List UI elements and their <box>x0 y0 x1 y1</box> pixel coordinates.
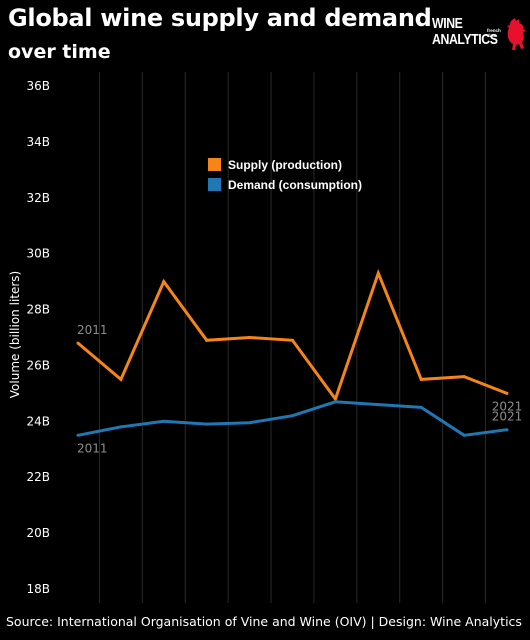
supply-data-point <box>119 377 123 381</box>
demand-data-point <box>462 433 466 437</box>
demand-data-point <box>333 400 337 404</box>
chart-title: Global wine supply and demand <box>8 4 432 32</box>
demand-data-point <box>119 425 123 429</box>
demand-data-point <box>376 403 380 407</box>
supply-data-point <box>376 271 380 275</box>
logo-tag: french data <box>487 28 501 38</box>
demand-legend-label: Demand (consumption) <box>228 178 362 192</box>
supply-data-point <box>462 375 466 379</box>
supply-data-point <box>419 377 423 381</box>
demand-data-point <box>419 405 423 409</box>
demand-data-point <box>76 433 80 437</box>
y-tick-label: 32B <box>26 191 50 205</box>
y-tick-label: 26B <box>26 358 50 372</box>
supply-data-point <box>505 391 509 395</box>
logo-text-wine: WINE <box>432 15 463 32</box>
y-tick-label: 34B <box>26 135 50 149</box>
y-tick-label: 28B <box>26 303 50 317</box>
y-axis-label: Volume (billion liters) <box>8 271 22 398</box>
wine-analytics-logo: WINE ANALYTICS french data <box>432 14 528 54</box>
supply-data-point <box>333 397 337 401</box>
demand-legend-swatch <box>208 178 221 191</box>
supply-data-point <box>205 338 209 342</box>
demand-data-point <box>248 421 252 425</box>
supply-legend-swatch <box>208 158 221 171</box>
year-annotation: 2021 <box>492 410 523 424</box>
demand-data-point <box>505 428 509 432</box>
supply-data-point <box>291 338 294 342</box>
logo-text-analytics: ANALYTICS <box>432 31 498 48</box>
supply-legend-label: Supply (production) <box>228 158 342 172</box>
source-note: Source: International Organisation of Vi… <box>6 614 522 629</box>
chart-subtitle: over time <box>8 41 111 63</box>
demand-data-point <box>162 419 166 423</box>
demand-data-point <box>205 422 209 426</box>
year-annotation: 2011 <box>77 323 108 337</box>
year-annotation: 2011 <box>77 441 108 455</box>
supply-data-point <box>162 280 166 284</box>
demand-data-point <box>291 414 294 418</box>
y-tick-label: 36B <box>26 79 50 93</box>
y-tick-label: 22B <box>26 470 50 484</box>
y-tick-label: 18B <box>26 582 50 596</box>
y-tick-label: 24B <box>26 414 50 428</box>
y-tick-label: 30B <box>26 247 50 261</box>
rooster-icon <box>507 18 526 50</box>
supply-data-point <box>248 336 252 339</box>
supply-data-point <box>76 341 80 345</box>
y-tick-label: 20B <box>26 526 50 540</box>
year-annotation: 2021 <box>492 399 523 413</box>
